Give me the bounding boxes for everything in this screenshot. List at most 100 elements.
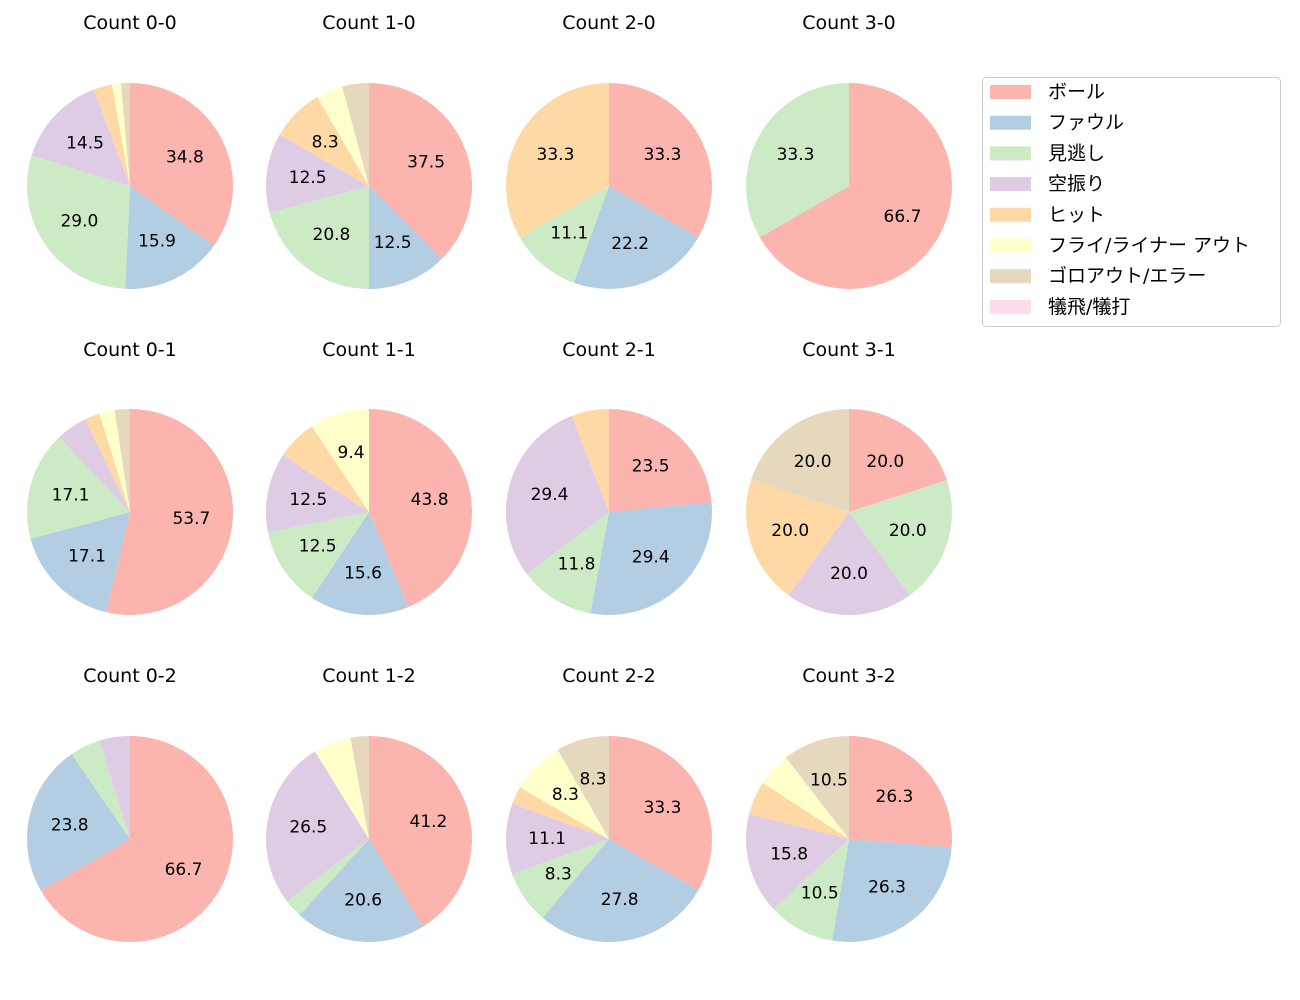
pie-title: Count 0-2 [83,665,177,687]
pie-slice-3 [745,83,849,238]
slice-label: 12.5 [299,536,337,556]
pie-slice-3 [26,437,130,539]
slice-label: 29.4 [632,548,670,568]
pie-slice-1 [759,83,952,289]
pie-count-0-1: Count 0-1 53.7 17.1 17.1 [26,339,234,615]
slice-label: 10.5 [801,883,839,903]
pie-slice-6 [99,410,130,512]
slice-label: 33.3 [777,145,815,165]
pie-slice-2 [542,839,699,942]
pie-slice-5 [93,84,130,186]
pie-count-2-0: Count 2-0 33.3 22.2 11.1 33.3 [506,12,712,289]
slice-label: 20.6 [344,891,382,911]
pie-count-3-0: Count 3-0 66.7 33.3 [745,12,952,289]
legend-label: 犠飛/犠打 [1048,296,1130,318]
slice-label: 8.3 [312,132,339,152]
legend-label: ゴロアウト/エラー [1048,265,1206,287]
slice-label: 33.3 [537,145,575,165]
pie-slice-4 [59,419,130,512]
slice-label: 26.3 [876,787,914,807]
slice-label: 27.8 [601,890,639,910]
legend-swatch [990,177,1031,192]
pie-slice-7 [114,409,130,512]
pie-count-0-2: Count 0-2 66.7 23.8 [27,665,233,943]
pie-slice-3 [27,155,131,289]
slice-label: 34.8 [166,148,204,168]
pie-count-1-0: Count 1-0 37.5 12.5 20.8 12.5 8.3 [266,12,472,289]
pie-title: Count 1-1 [322,339,416,361]
slice-label: 23.5 [632,456,670,476]
pie-slice-5 [84,413,130,512]
pie-slice-6 [519,749,609,839]
pie-slice-7 [785,736,849,839]
slice-label: 20.0 [866,452,904,472]
pie-title: Count 1-2 [322,665,416,687]
legend-swatch [990,238,1031,253]
pie-count-3-2: Count 3-2 26.3 26.3 10.5 15.8 10.5 [745,665,952,943]
legend-label: フライ/ライナー アウト [1048,235,1250,257]
pie-title: Count 3-1 [802,339,896,361]
pie-slice-6 [311,409,369,512]
pie-slice-7 [350,736,369,839]
pie-count-0-0: Count 0-0 34.8 15.9 29.0 14.5 [27,12,233,289]
pie-slice-3 [71,740,130,839]
pie-slice-1 [609,409,712,512]
pie-slice-5 [571,409,609,512]
pie-slice-3 [268,512,369,598]
slice-label: 20.0 [830,564,868,584]
slice-label: 53.7 [172,509,210,529]
pie-slice-2 [369,186,442,289]
legend-swatch [990,207,1031,222]
pie-slice-5 [283,426,369,512]
slice-label: 26.5 [289,818,327,838]
pie-slice-5 [749,782,849,839]
pie-count-1-1: Count 1-1 43.8 15.6 12.5 12.5 9.4 [266,339,473,616]
pie-count-2-1: Count 2-1 23.5 29.4 11.8 29.4 [506,339,713,615]
pie-title: Count 3-0 [802,12,896,34]
pie-slice-5 [506,83,609,238]
pie-slice-7 [557,736,609,839]
slice-label: 41.2 [410,812,448,832]
pie-slice-3 [519,186,609,283]
pie-slice-4 [788,512,910,615]
pie-slice-3 [849,480,952,596]
pie-slice-4 [266,751,369,902]
slice-label: 66.7 [884,207,922,227]
slice-label: 11.1 [550,223,588,243]
pie-count-2-2: Count 2-233.327.88.311.18.38.3 [506,665,712,942]
legend-label: 見逃し [1048,142,1105,164]
slice-label: 15.6 [344,564,382,584]
legend-frame [982,77,1281,327]
pie-slice-4 [31,89,130,186]
pie-title: Count 2-1 [562,339,656,361]
legend-swatch [990,146,1031,161]
slice-label: 20.0 [794,452,832,472]
pie-slice-3 [512,839,609,918]
slice-label: 33.3 [644,798,682,818]
slice-label: 12.5 [289,490,327,510]
legend-label: ヒット [1048,204,1105,226]
legend-label: 空振り [1048,173,1105,195]
slice-label: 20.0 [771,521,809,541]
slice-label: 29.4 [531,485,569,505]
slice-label: 15.8 [770,844,808,864]
pie-slice-1 [609,83,712,238]
slice-label: 26.3 [868,878,906,898]
slice-label: 43.8 [411,490,449,510]
slice-label: 22.2 [611,234,649,254]
legend-swatch [990,115,1031,130]
pie-slice-5 [512,787,609,839]
pie-slice-6 [762,757,849,839]
pie-slice-2 [573,186,699,289]
slice-label: 11.8 [558,555,596,575]
slice-label: 15.9 [138,232,176,252]
legend-label: ボール [1048,81,1105,103]
pie-slice-7 [342,83,369,186]
pie-slice-7 [120,83,130,186]
pie-title: Count 2-0 [562,12,656,34]
legend-swatch [990,299,1031,314]
pie-slice-2 [590,502,713,615]
slice-label: 10.5 [810,771,848,791]
legend-swatch [990,85,1031,99]
slice-label: 20.0 [889,521,927,541]
